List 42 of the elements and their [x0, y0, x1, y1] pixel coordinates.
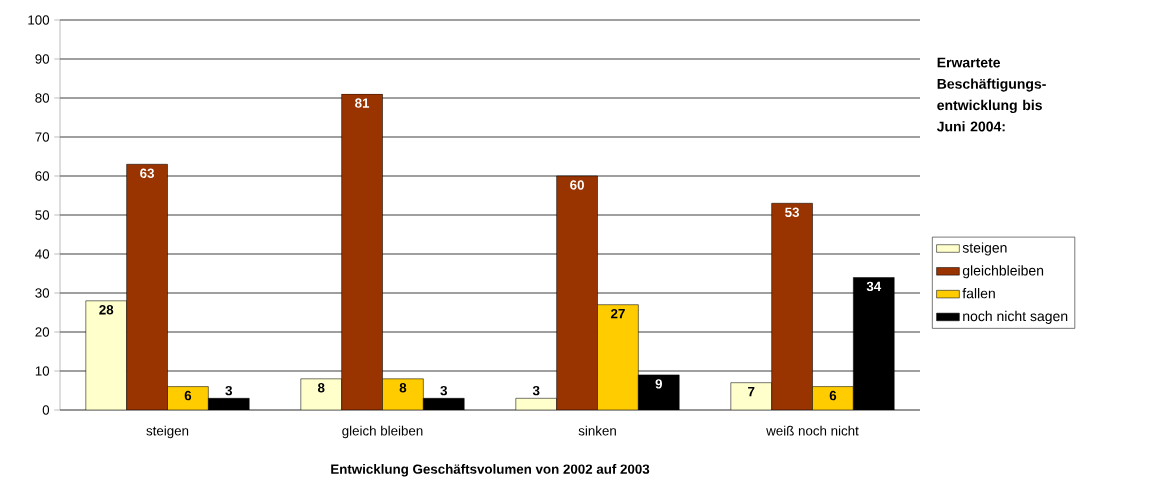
legend-label: noch nicht sagen — [963, 310, 1068, 324]
y-tick-label: 70 — [35, 132, 50, 142]
data-label: 3 — [440, 385, 448, 396]
bar — [597, 304, 639, 410]
data-label: 6 — [829, 390, 837, 401]
data-label: 3 — [225, 385, 233, 396]
data-label: 8 — [399, 383, 407, 393]
x-tick-label: steigen — [146, 425, 189, 439]
data-label: 27 — [610, 308, 625, 319]
y-tick-label: 20 — [35, 327, 50, 337]
bar — [730, 382, 772, 410]
legend-label: gleichbleiben — [962, 265, 1044, 279]
y-tick-label: 80 — [35, 93, 50, 103]
y-tick-label: 30 — [35, 288, 50, 298]
x-tick-label: sinken — [578, 425, 616, 436]
x-tick-label: weiß noch nicht — [766, 425, 859, 436]
bar — [300, 378, 342, 410]
data-label: 3 — [532, 385, 540, 396]
data-label: 7 — [748, 386, 755, 397]
x-tick-label: gleich bleiben — [342, 425, 423, 439]
data-label: 6 — [184, 390, 192, 401]
data-label: 60 — [570, 180, 584, 190]
data-label: 9 — [655, 379, 662, 389]
y-tick-label: 40 — [35, 249, 50, 259]
y-tick-label: 50 — [35, 210, 50, 220]
y-tick-label: 100 — [28, 15, 50, 25]
x-axis-title: Entwicklung Geschäftsvolumen von 2002 auf 2003 — [331, 464, 650, 477]
data-label: 53 — [785, 207, 800, 218]
data-label: 34 — [866, 281, 882, 292]
y-tick-label: 10 — [35, 366, 50, 376]
data-label: 81 — [355, 98, 370, 108]
legend-label: steigen — [962, 242, 1007, 256]
data-label: 63 — [140, 168, 155, 179]
y-tick-label: 60 — [35, 171, 50, 181]
y-tick-label: 90 — [35, 54, 50, 64]
bar — [85, 300, 127, 410]
bar — [382, 378, 424, 410]
y-tick-label: 0 — [42, 405, 50, 415]
data-label: 8 — [317, 383, 325, 393]
legend-label: fallen — [962, 288, 995, 299]
data-label: 28 — [99, 305, 114, 315]
legend-title: Erwartete Beschäftigungs-entwicklung bis Juni 2004: — [936, 57, 1046, 132]
